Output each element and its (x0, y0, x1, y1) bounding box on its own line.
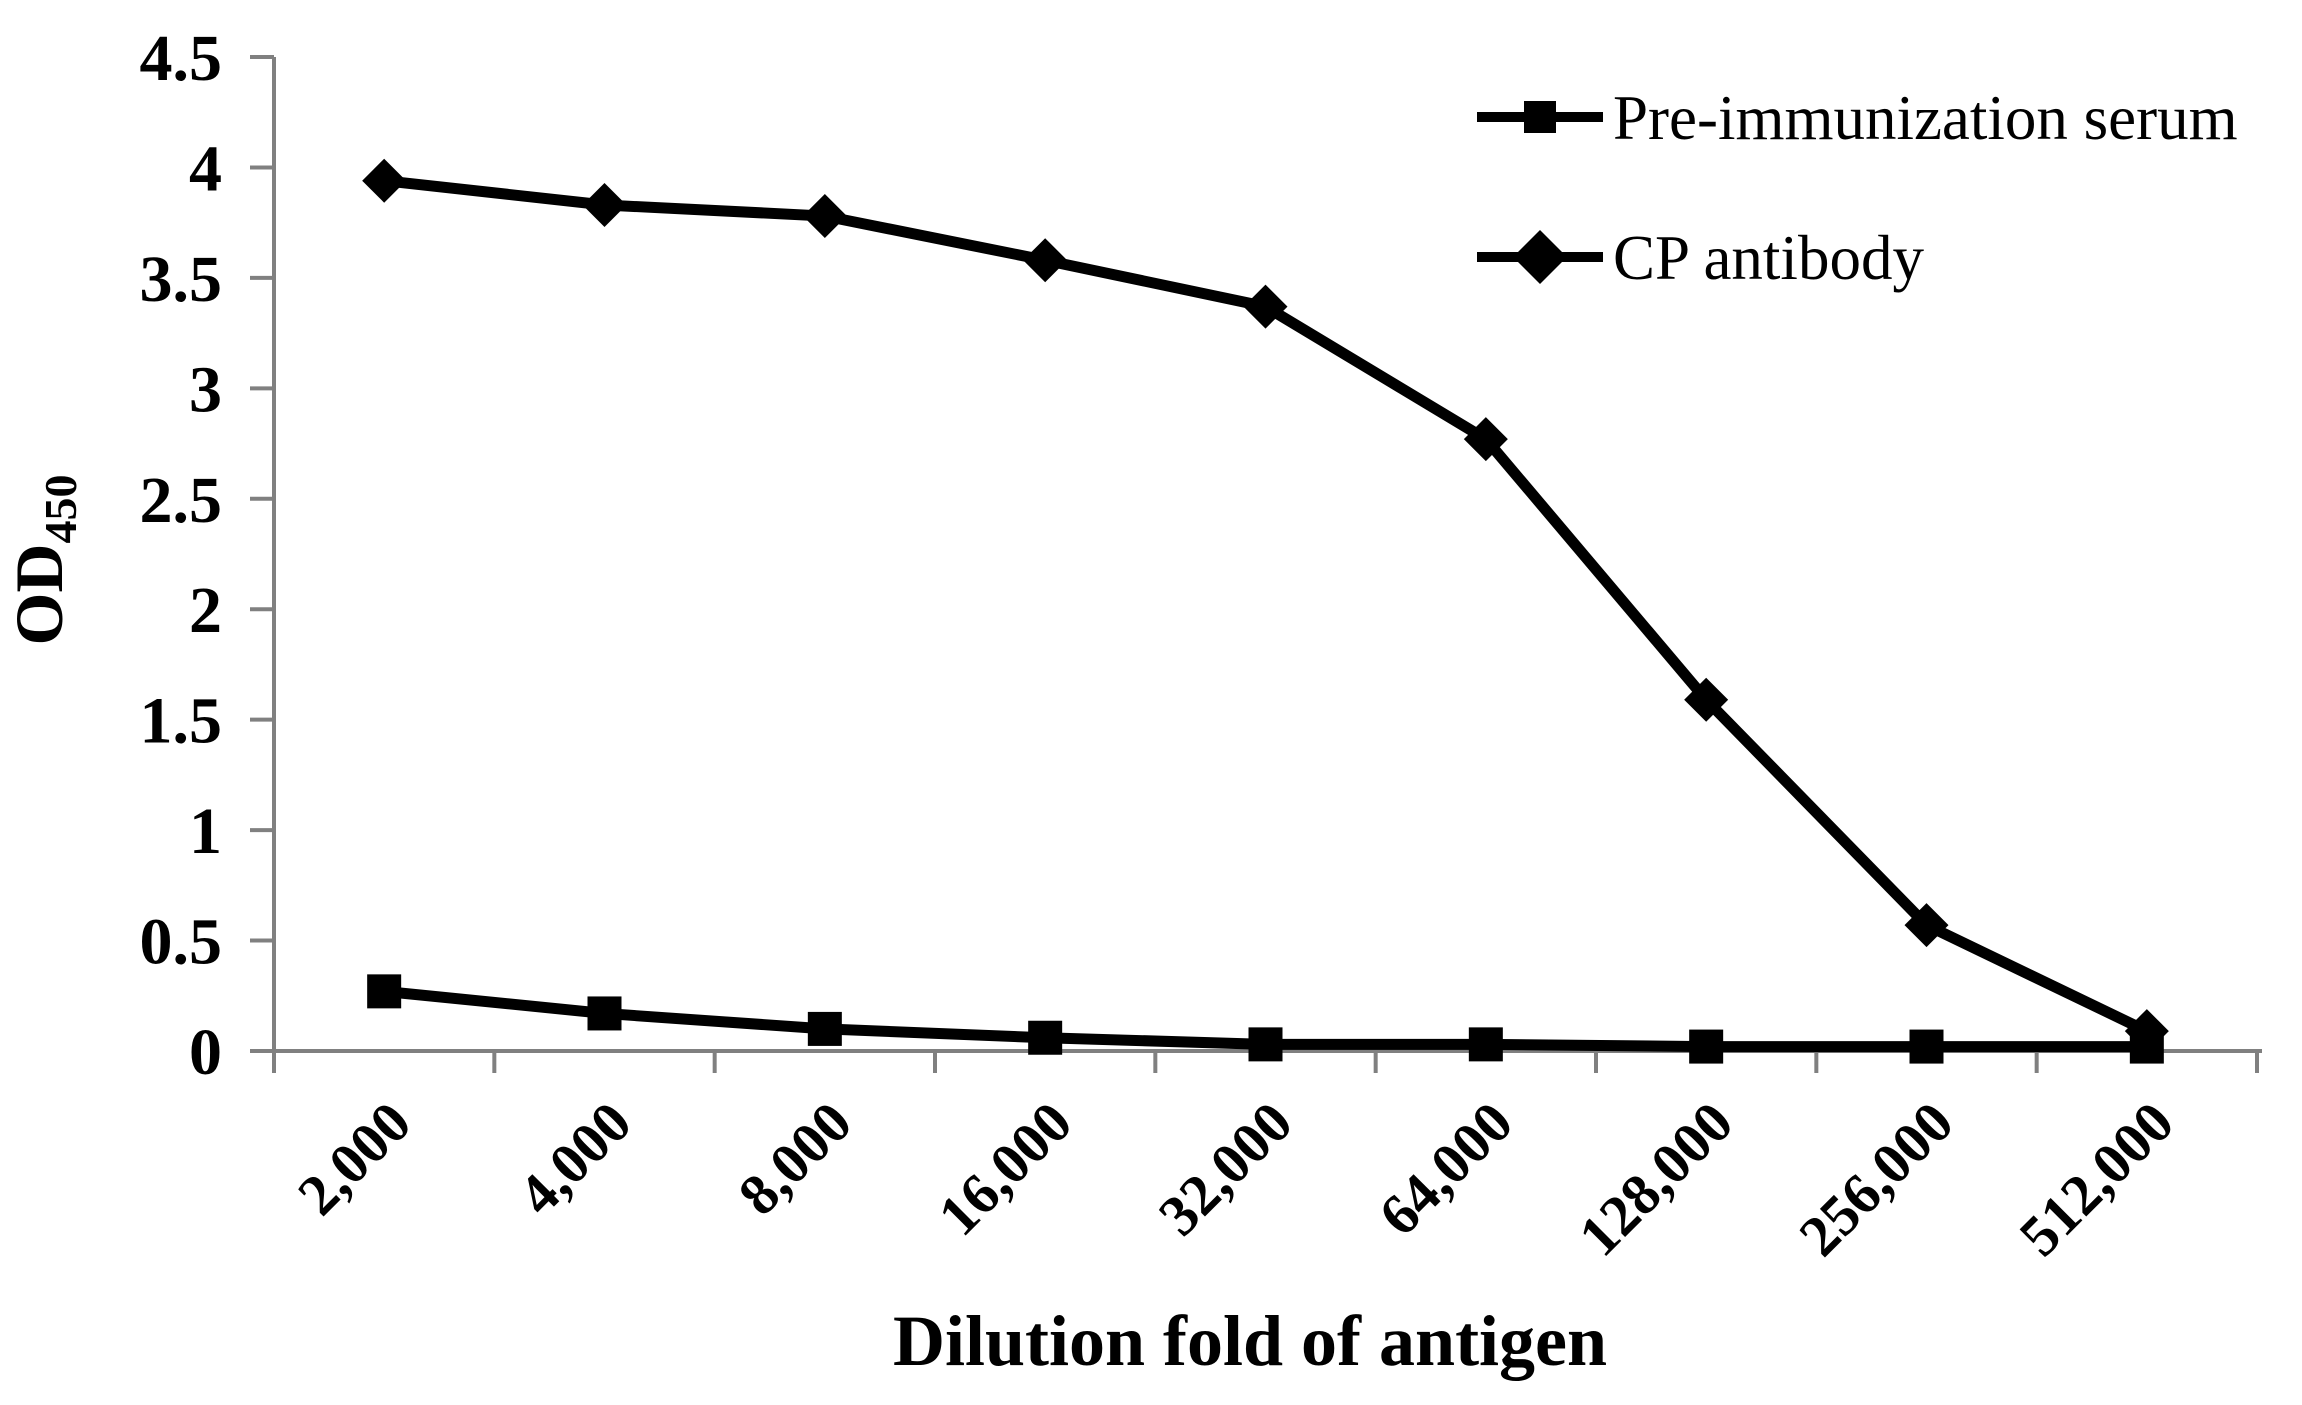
marker-diamond (582, 182, 627, 227)
marker-diamond (1243, 284, 1288, 329)
marker-diamond (2124, 1009, 2169, 1054)
marker-diamond (1904, 903, 1949, 948)
marker-square (1248, 1027, 1283, 1062)
legend-label: Pre-immunization serum (1613, 83, 2238, 153)
x-axis-title: Dilution fold of antigen (893, 1301, 1607, 1381)
marker-diamond (1463, 417, 1508, 462)
x-tick-label: 128,000 (1566, 1089, 1745, 1268)
x-tick-label: 8,000 (726, 1089, 864, 1227)
marker-square (1028, 1020, 1063, 1055)
marker-diamond (362, 158, 407, 203)
marker-square (587, 996, 622, 1031)
y-tick-label: 4 (189, 132, 222, 205)
legend-square-icon (1524, 101, 1556, 133)
y-tick-label: 2.5 (140, 464, 223, 537)
x-tick-label: 4,000 (505, 1089, 643, 1227)
y-tick-label: 4.5 (140, 22, 223, 95)
marker-square (1468, 1027, 1503, 1062)
x-tick-label: 16,000 (926, 1089, 1085, 1248)
marker-diamond (1684, 677, 1729, 722)
y-tick-label: 3.5 (140, 243, 223, 316)
y-tick-label: 1.5 (140, 685, 223, 758)
x-tick-label: 512,000 (2007, 1089, 2186, 1268)
y-axis-title: OD450 (1, 475, 86, 646)
legend-label: CP antibody (1613, 223, 1924, 293)
y-tick-label: 0 (189, 1016, 222, 1089)
marker-square (367, 974, 402, 1009)
x-tick-label: 64,000 (1366, 1089, 1525, 1248)
marker-square (1909, 1029, 1944, 1064)
y-tick-label: 2 (189, 574, 222, 647)
marker-diamond (1023, 238, 1068, 283)
x-tick-label: 256,000 (1786, 1089, 1965, 1268)
marker-diamond (802, 194, 847, 239)
x-tick-label: 2,000 (285, 1089, 423, 1227)
marker-square (807, 1011, 842, 1046)
legend-diamond-icon (1513, 230, 1567, 284)
marker-square (1689, 1029, 1724, 1064)
y-tick-label: 1 (189, 795, 222, 868)
y-tick-label: 3 (189, 353, 222, 426)
y-tick-label: 0.5 (140, 906, 223, 979)
x-tick-label: 32,000 (1146, 1089, 1305, 1248)
